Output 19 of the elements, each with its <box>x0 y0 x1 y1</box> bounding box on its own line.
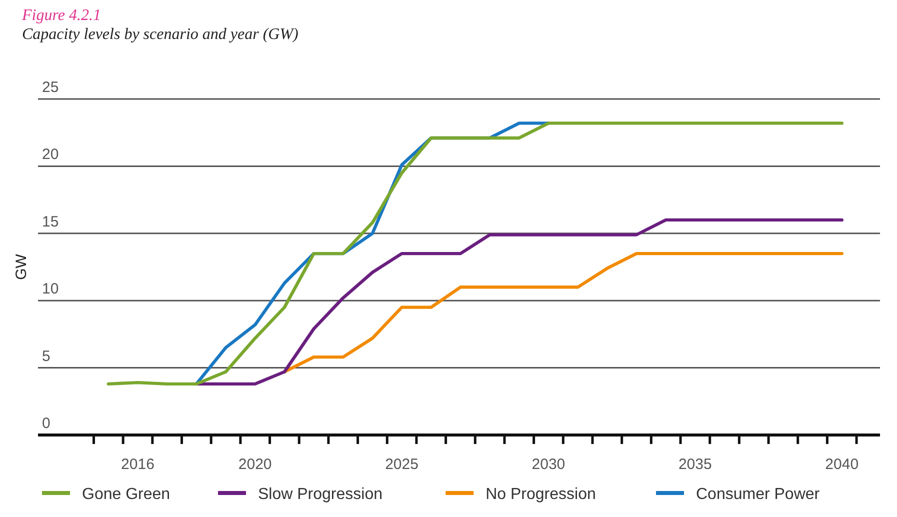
x-tick-label: 2040 <box>825 456 859 473</box>
legend-label: Gone Green <box>82 486 170 503</box>
y-tick-label: 10 <box>42 280 59 298</box>
y-tick-label: 20 <box>42 146 59 164</box>
x-tick-label: 2035 <box>678 456 712 473</box>
y-tick-label: 0 <box>42 415 50 432</box>
legend-label: Slow Progression <box>258 486 382 503</box>
x-tick-label: 2025 <box>385 456 418 473</box>
x-tick-label: 2016 <box>121 456 154 473</box>
legend-label: No Progression <box>486 486 596 503</box>
chart-subtitle: Capacity levels by scenario and year (GW) <box>22 26 298 43</box>
y-tick-label: 15 <box>42 213 59 230</box>
y-tick-label: 5 <box>42 348 50 365</box>
y-tick-label: 25 <box>42 79 59 96</box>
chart-title: Figure 4.2.1 <box>21 7 101 24</box>
x-tick-label: 2030 <box>532 456 566 473</box>
y-axis-title: GW <box>13 253 30 280</box>
legend-label: Consumer Power <box>696 486 820 503</box>
x-tick-label: 2020 <box>238 456 272 473</box>
